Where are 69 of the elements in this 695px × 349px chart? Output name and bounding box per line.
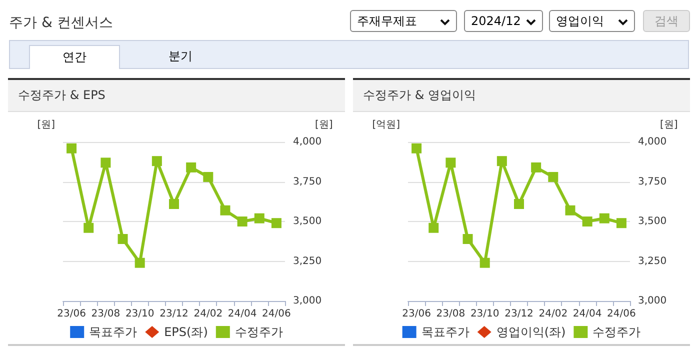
x-tick-label: 23/08: [436, 308, 466, 320]
y2-tick-label: 3,750: [293, 176, 322, 188]
y2-tick-label: 3,500: [638, 216, 667, 227]
legend-label: 수정주가: [592, 325, 641, 339]
point: [531, 162, 542, 172]
point: [271, 218, 282, 228]
point: [616, 218, 626, 228]
text: 분기: [168, 48, 194, 65]
x-tick-label: 23/08: [91, 308, 120, 320]
point: [548, 172, 558, 182]
y2-tick-label: 4,000: [293, 136, 322, 148]
point: [480, 258, 490, 268]
x-tick-label: 23/10: [470, 308, 500, 320]
legend-label: 수정주가: [234, 325, 283, 339]
text: 연간: [29, 45, 120, 69]
y-axis-title: [억원]: [372, 120, 400, 130]
legend-label: 목표주가: [89, 325, 138, 339]
x-tick-label: 23/06: [402, 308, 431, 320]
y2-tick-label: 3,000: [638, 296, 667, 306]
x-tick-label: 23/12: [160, 308, 188, 320]
y-axis-title: [원]: [37, 120, 56, 130]
x-tick-label: 23/10: [125, 308, 154, 320]
point: [220, 205, 230, 216]
text: 검색: [643, 10, 690, 32]
point: [428, 222, 439, 233]
chart-title: 수정주가 & 영업이익: [353, 80, 690, 112]
point: [203, 172, 214, 182]
x-tick-label: 24/02: [194, 308, 223, 320]
point: [254, 213, 264, 224]
x-tick-label: 24/04: [228, 308, 257, 320]
point: [446, 158, 456, 168]
point: [100, 158, 111, 168]
y2-axis-title: [원]: [315, 120, 333, 130]
point: [599, 213, 610, 224]
point: [412, 143, 422, 154]
y2-tick-label: 3,000: [293, 296, 322, 306]
point: [514, 199, 524, 210]
point: [152, 156, 162, 166]
text: 주재무제표: [350, 10, 457, 32]
y2-tick-label: 3,250: [293, 256, 322, 267]
point: [237, 216, 248, 226]
point: [496, 156, 507, 166]
y2-tick-label: 3,500: [293, 216, 322, 227]
x-tick-label: 24/06: [607, 308, 636, 320]
text: 주가 & 컨센서스: [9, 14, 113, 32]
point: [169, 199, 179, 210]
point: [186, 162, 196, 172]
y2-axis-title: [원]: [660, 120, 678, 130]
legend-label: 목표주가: [421, 325, 470, 339]
text: 영업이익: [549, 10, 635, 32]
legend-label: EPS(좌): [164, 325, 208, 339]
point: [134, 258, 145, 268]
x-tick-label: 24/02: [538, 308, 568, 320]
x-tick-label: 23/12: [504, 308, 534, 320]
y2-tick-label: 4,000: [638, 136, 667, 148]
point: [582, 216, 592, 226]
x-tick-label: 24/04: [572, 308, 602, 320]
point: [118, 234, 128, 244]
point: [84, 222, 94, 233]
y2-tick-label: 3,250: [638, 256, 667, 267]
chart-title: 수정주가 & EPS: [8, 80, 345, 112]
point: [66, 143, 77, 154]
legend-label: 영업이익(좌): [496, 325, 566, 339]
x-tick-label: 23/06: [57, 308, 86, 320]
point: [565, 205, 576, 216]
text: 2024/12: [464, 10, 543, 32]
x-tick-label: 24/06: [262, 308, 291, 320]
y2-tick-label: 3,750: [638, 176, 667, 188]
point: [462, 234, 473, 244]
